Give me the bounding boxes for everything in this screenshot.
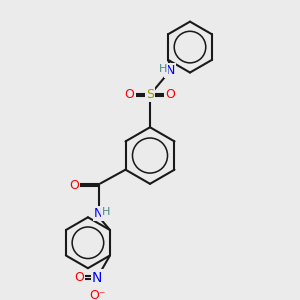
Text: H: H <box>159 64 167 74</box>
Text: O: O <box>125 88 135 101</box>
Text: O: O <box>74 271 84 284</box>
Text: N: N <box>94 207 103 220</box>
Text: O: O <box>165 88 175 101</box>
Text: H: H <box>102 207 110 217</box>
Text: S: S <box>146 88 154 101</box>
Text: N: N <box>92 271 102 284</box>
Text: N: N <box>165 64 175 77</box>
Text: O⁻: O⁻ <box>89 290 106 300</box>
Text: O: O <box>70 179 80 192</box>
